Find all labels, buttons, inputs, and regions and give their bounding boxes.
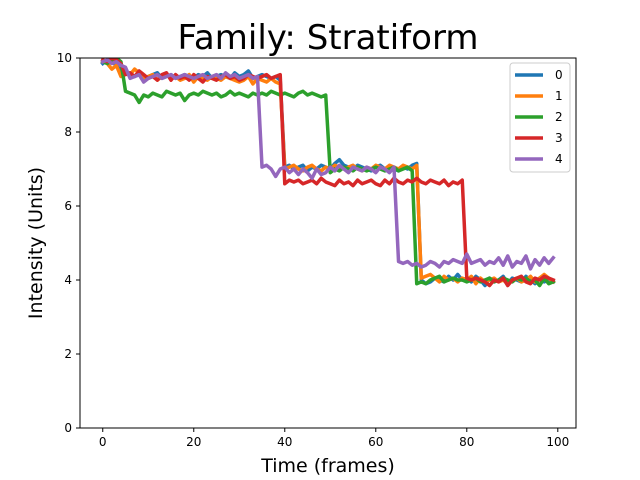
legend-label: 3 xyxy=(555,131,563,145)
legend-label: 2 xyxy=(555,110,563,124)
y-tick-label: 4 xyxy=(64,273,72,287)
y-axis-title: Intensity (Units) xyxy=(25,167,47,319)
x-tick-label: 0 xyxy=(99,435,107,449)
x-axis: 0 20 40 60 80 100 xyxy=(99,428,569,449)
legend-label: 1 xyxy=(555,89,563,103)
x-tick-label: 20 xyxy=(186,435,201,449)
y-axis: 0 2 4 6 8 10 xyxy=(57,51,80,435)
chart-title: Family: Stratiform xyxy=(178,18,479,58)
x-axis-title: Time (frames) xyxy=(260,455,395,477)
y-tick-label: 10 xyxy=(57,51,72,65)
series-layer xyxy=(100,58,556,288)
x-tick-label: 60 xyxy=(368,435,383,449)
legend: 0 1 2 3 4 xyxy=(509,62,571,173)
y-tick-label: 8 xyxy=(64,125,72,139)
y-tick-label: 2 xyxy=(64,347,72,361)
y-tick-label: 0 xyxy=(64,421,72,435)
legend-label: 4 xyxy=(555,152,563,166)
x-tick-label: 40 xyxy=(277,435,292,449)
series-line-1 xyxy=(100,59,556,286)
x-tick-label: 100 xyxy=(546,435,569,449)
y-tick-label: 6 xyxy=(64,199,72,213)
plot-area-frame xyxy=(79,57,577,429)
x-tick-label: 80 xyxy=(459,435,474,449)
legend-label: 0 xyxy=(555,68,563,82)
series-line-4 xyxy=(100,58,556,271)
